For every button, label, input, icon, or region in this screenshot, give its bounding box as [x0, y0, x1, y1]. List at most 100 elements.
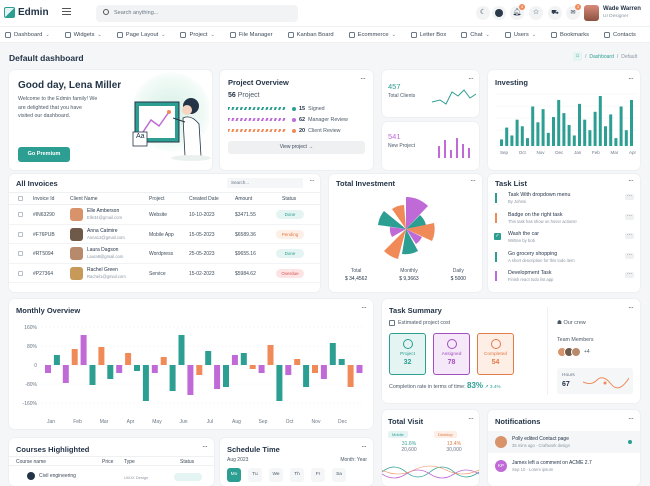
task-item[interactable]: Task With dropdown menu By Johnsi ···: [494, 191, 636, 211]
task-item[interactable]: Go grocery shopping A short description f…: [494, 250, 636, 270]
task-checkbox-checked[interactable]: ✓: [494, 233, 501, 240]
investing-bar: [624, 130, 628, 146]
search-bar[interactable]: Search anything...: [96, 5, 298, 22]
menu-toggle-icon[interactable]: [62, 8, 71, 15]
team-avatars: +4: [557, 347, 590, 357]
col-price[interactable]: Price: [102, 459, 114, 465]
user-avatar[interactable]: [584, 5, 599, 21]
cart-icon[interactable]: ⛟: [548, 6, 562, 20]
col-type[interactable]: Type: [124, 459, 135, 465]
month-label: Dec: [555, 150, 564, 155]
nav-item-letter-box[interactable]: Letter Box: [410, 31, 446, 38]
breadcrumb-dashboard[interactable]: Dashboard: [589, 53, 614, 60]
investing-bar: [567, 124, 571, 146]
more-options-icon[interactable]: ···: [470, 176, 476, 185]
status-badge: Pending: [276, 229, 304, 239]
view-project-button[interactable]: View project →: [228, 141, 365, 154]
task-more-icon[interactable]: ···: [625, 212, 634, 220]
more-options-icon[interactable]: ···: [628, 74, 634, 83]
nav-item-contacts[interactable]: Contacts: [604, 31, 636, 38]
nav-item-page-layout[interactable]: Page Layout ⌄: [116, 31, 166, 38]
more-options-icon[interactable]: ···: [628, 414, 634, 423]
day-chip[interactable]: Th: [290, 468, 304, 482]
task-more-icon[interactable]: ···: [625, 193, 634, 200]
schedule-period-select[interactable]: Month: Year: [340, 457, 367, 463]
summary-tile[interactable]: Project 32: [389, 333, 426, 375]
day-chip[interactable]: Sa: [332, 468, 346, 482]
nav-label: Widgets: [73, 31, 95, 38]
col-client-name[interactable]: Client Name: [70, 196, 98, 202]
nav-item-widgets[interactable]: Widgets ⌄: [64, 31, 102, 38]
col-project[interactable]: Project: [149, 196, 165, 202]
nav-item-project[interactable]: Project ⌄: [180, 31, 215, 38]
theme-dot-icon[interactable]: [492, 6, 506, 20]
nav-item-ecommerce[interactable]: Ecommerce ⌄: [348, 31, 396, 38]
go-premium-button[interactable]: Go Premium: [18, 147, 70, 162]
invoice-row[interactable]: #P27364 Rachel Green Rachel1@gmail.com Serv…: [9, 264, 320, 283]
task-item[interactable]: ✓ Wash the car Written by bob ···: [494, 230, 636, 250]
task-color-bar: [495, 212, 497, 223]
notification-item[interactable]: Polly edited Contact page 35 mins ago · …: [488, 431, 640, 453]
monthly-bar: [187, 365, 194, 395]
star-icon[interactable]: ☆: [529, 6, 543, 20]
select-all-checkbox[interactable]: [18, 196, 23, 201]
col-course-name[interactable]: Course name: [16, 459, 47, 465]
avatar[interactable]: [571, 347, 581, 357]
invoice-row[interactable]: #RT5094 Laura Dagson Laura9@gmail.com Wordp…: [9, 244, 320, 264]
nav-item-kanban-board[interactable]: Kanban Board: [287, 31, 334, 38]
day-chip[interactable]: Mo: [227, 468, 241, 482]
home-icon[interactable]: ⌂: [573, 52, 582, 61]
hours-sparkline: [583, 377, 629, 389]
task-more-icon[interactable]: ···: [625, 271, 634, 278]
summary-tile[interactable]: Assigned 78: [433, 333, 470, 375]
welcome-greeting: Good day, Lena Miller: [18, 80, 122, 91]
day-chip[interactable]: We: [269, 468, 283, 482]
more-options-icon[interactable]: ···: [468, 74, 474, 83]
invoice-search-input[interactable]: Search...: [227, 178, 303, 188]
row-checkbox[interactable]: [18, 212, 23, 217]
welcome-sign-glyph: Aa: [136, 133, 145, 140]
nav-item-users[interactable]: Users ⌄: [504, 31, 536, 38]
more-options-icon[interactable]: ···: [360, 74, 366, 83]
monthly-bar: [116, 365, 123, 373]
search-input[interactable]: Search anything...: [114, 10, 159, 16]
message-badge: 3: [575, 4, 581, 10]
more-options-icon[interactable]: ···: [361, 442, 367, 451]
more-options-icon[interactable]: ···: [309, 176, 315, 185]
more-options-icon[interactable]: ···: [628, 303, 634, 312]
task-more-icon[interactable]: ···: [625, 251, 634, 259]
task-item[interactable]: Badge on the right task This task has sho…: [494, 211, 636, 231]
col-status[interactable]: Status: [180, 459, 195, 465]
nav-item-bookmarks[interactable]: Bookmarks: [551, 31, 589, 38]
nav-icon: [5, 31, 11, 38]
desktop-percent: 13.4%: [446, 441, 462, 447]
more-options-icon[interactable]: ···: [202, 442, 208, 451]
invoice-row[interactable]: #IN63290 Elle Amberson Elle34@gmail.com Web…: [9, 205, 320, 225]
chevron-down-icon: ⌄: [161, 31, 166, 38]
col-status[interactable]: Status: [282, 196, 297, 202]
more-options-icon[interactable]: ···: [628, 176, 634, 185]
notification-item[interactable]: KP James left a comment on ACME 2.7 Sep …: [488, 455, 640, 477]
row-checkbox[interactable]: [18, 231, 23, 237]
nav-item-chat[interactable]: Chat ⌄: [461, 31, 490, 38]
nav-item-dashboard[interactable]: Dashboard ⌄: [5, 31, 50, 38]
more-options-icon[interactable]: ···: [468, 414, 474, 423]
day-chip[interactable]: Fr: [311, 468, 325, 482]
moon-icon[interactable]: ☾: [476, 6, 490, 20]
more-options-icon[interactable]: ···: [361, 303, 367, 312]
row-checkbox[interactable]: [18, 270, 23, 276]
estimated-checkbox[interactable]: [389, 320, 395, 326]
col-amount[interactable]: Amount: [235, 196, 253, 202]
task-more-icon[interactable]: ···: [625, 232, 634, 239]
user-name[interactable]: Wade Warren: [603, 6, 641, 12]
summary-tile[interactable]: Completed 54: [477, 333, 514, 375]
col-invoice-id[interactable]: Invoice Id: [33, 196, 55, 202]
col-created-date[interactable]: Created Date: [189, 196, 219, 202]
investing-bar: [588, 130, 592, 146]
new-project-bars: [438, 138, 470, 158]
task-item[interactable]: Development Task Finish react todo list a…: [494, 269, 636, 289]
row-checkbox[interactable]: [18, 251, 23, 256]
nav-item-file-manager[interactable]: File Manager: [229, 31, 273, 38]
day-chip[interactable]: Tu: [248, 468, 262, 482]
invoice-row[interactable]: #F76PUB Anna Catmire Anna12@gmail.com Mobil…: [9, 225, 320, 244]
